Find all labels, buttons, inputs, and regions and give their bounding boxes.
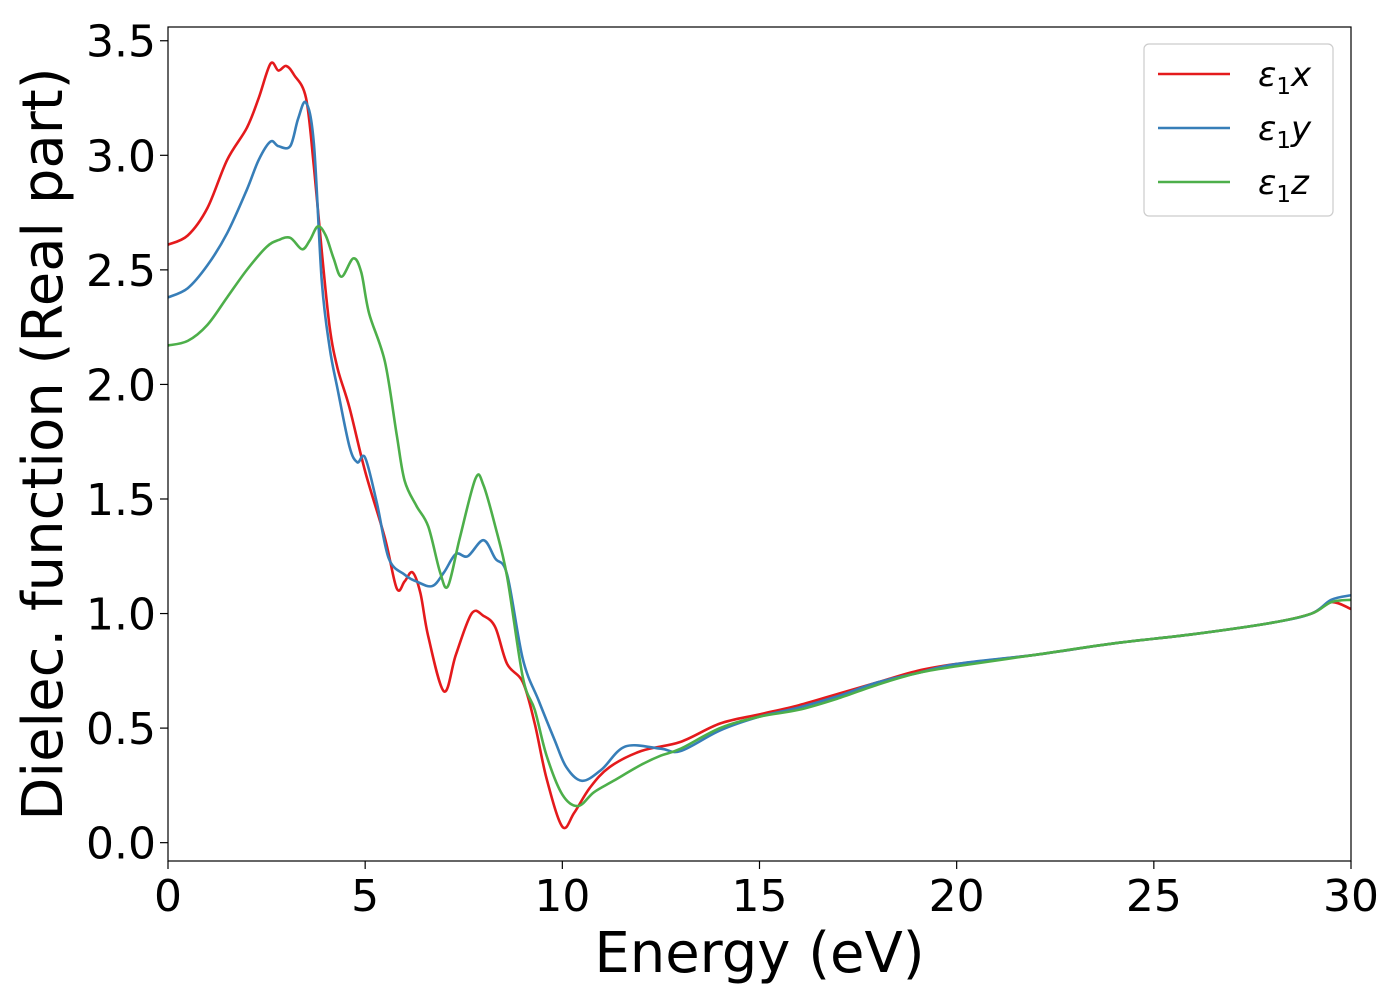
y-axis: 0.0 0.5 1.0 1.5 2.0 2.5 3.0 3.5: [86, 17, 168, 870]
x-tick-label: 0: [154, 871, 182, 922]
y-tick-label: 1.5: [86, 475, 156, 526]
legend: ε1x ε1y ε1z: [1143, 43, 1334, 217]
x-tick-label: 10: [534, 871, 590, 922]
y-tick-label: 2.0: [86, 360, 156, 411]
series-line-z: [168, 224, 1351, 808]
x-tick-label: 30: [1323, 871, 1379, 922]
x-tick-label: 15: [732, 871, 788, 922]
legend-box: [1143, 43, 1334, 217]
legend-label: ε1y: [1258, 109, 1312, 154]
y-tick-label: 2.5: [86, 246, 156, 297]
x-axis: 0 5 10 15 20 25 30: [154, 861, 1379, 922]
y-tick-label: 0.5: [86, 704, 156, 755]
x-tick-label: 20: [929, 871, 985, 922]
y-tick-label: 3.5: [86, 17, 156, 68]
legend-item-y: ε1y: [1158, 109, 1312, 154]
x-axis-label: Energy (eV): [594, 921, 924, 986]
x-tick-label: 5: [351, 871, 379, 922]
plot-area: [168, 61, 1351, 830]
series-line-x: [168, 61, 1351, 830]
y-tick-label: 0.0: [86, 819, 156, 870]
y-axis-label: Dielec. function (Real part): [11, 67, 76, 820]
y-tick-label: 1.0: [86, 590, 156, 641]
y-tick-label: 3.0: [86, 131, 156, 182]
legend-item-z: ε1z: [1158, 163, 1310, 208]
legend-label: ε1z: [1258, 163, 1310, 208]
legend-label: ε1x: [1258, 55, 1312, 100]
legend-item-x: ε1x: [1158, 55, 1312, 100]
x-tick-label: 25: [1126, 871, 1182, 922]
